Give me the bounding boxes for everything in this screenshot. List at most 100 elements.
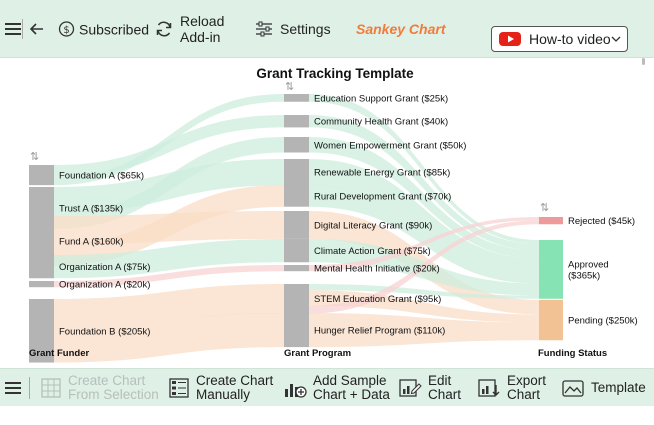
- edit-chart-button[interactable]: Edit Chart: [398, 369, 461, 407]
- status-node: [539, 217, 563, 225]
- add-sample-chart-data-button[interactable]: Add Sample Chart + Data: [283, 369, 390, 407]
- template-label: Template: [591, 380, 646, 395]
- program-label: Education Support Grant ($25k): [314, 93, 448, 104]
- sankey-link-funder-program: [54, 313, 284, 363]
- youtube-icon: [499, 31, 521, 47]
- howto-video-dropdown[interactable]: How-to video: [491, 26, 628, 52]
- funder-node: [29, 165, 54, 186]
- status-label: Approved: [568, 259, 609, 270]
- subscribed-button[interactable]: $ Subscribed: [58, 21, 149, 38]
- sankey-links: [54, 94, 539, 363]
- sankey-link-program-status: [309, 185, 539, 284]
- program-node: [284, 265, 309, 272]
- template-icon: [561, 377, 585, 399]
- program-node: [284, 185, 309, 207]
- top-toolbar: $ Subscribed Reload Add-in Settings Sank…: [0, 0, 654, 58]
- program-node: [284, 115, 309, 128]
- sankey-link-funder-program: [54, 185, 284, 266]
- sankey-link-program-status: [309, 313, 539, 348]
- brand-title: Sankey Chart: [356, 21, 446, 37]
- funder-label: Fund A ($160k): [59, 236, 123, 247]
- sankey-labels: Foundation A ($65k) Trust A ($135k) Fund A…: [29, 80, 638, 359]
- program-label: Community Health Grant ($40k): [314, 117, 448, 128]
- funder-label: Foundation B ($205k): [59, 326, 150, 337]
- create-from-selection-line2: From Selection: [68, 387, 159, 402]
- sankey-link-program-status: [309, 220, 539, 314]
- reload-label-line2: Add-in: [180, 29, 221, 45]
- program-node: [284, 94, 309, 102]
- create-chart-manually-button[interactable]: Create Chart Manually: [168, 369, 273, 407]
- sankey-link-funder-program: [54, 137, 284, 229]
- scrollbar[interactable]: [642, 58, 645, 65]
- bottom-divider: [29, 377, 30, 399]
- column-title: Grant Funder: [29, 348, 89, 359]
- sort-arrows-icon: ⇅: [285, 80, 294, 93]
- funder-label: Foundation A ($65k): [59, 171, 144, 182]
- reload-label-line1: Reload: [180, 13, 225, 29]
- reload-icon: [154, 20, 174, 38]
- chart-area: Grant Tracking Template Foundation A ($6…: [0, 58, 654, 368]
- table-select-icon: [40, 377, 62, 399]
- create-manually-line1: Create Chart: [196, 373, 274, 388]
- sort-arrows-icon: ⇅: [540, 201, 549, 214]
- export-chart-line2: Chart: [507, 387, 541, 402]
- reload-addin-button[interactable]: Reload Add-in: [154, 13, 224, 45]
- export-chart-line1: Export: [507, 373, 547, 388]
- edit-chart-icon: [398, 377, 422, 399]
- status-node: [539, 300, 563, 341]
- program-label: Women Empowerment Grant ($50k): [314, 140, 466, 151]
- funder-label: Trust A ($135k): [59, 203, 123, 214]
- howto-video-label: How-to video: [529, 31, 611, 47]
- create-manually-line2: Manually: [196, 387, 251, 402]
- program-label: Mental Health Initiative ($20k): [314, 264, 440, 275]
- funder-node: [29, 255, 54, 279]
- subscribed-label: Subscribed: [79, 21, 150, 37]
- funder-label: Organization A ($75k): [59, 262, 150, 273]
- bottom-toolbar: Create Chart From Selection Create Chart…: [0, 368, 654, 406]
- add-sample-line1: Add Sample: [313, 373, 387, 388]
- template-button[interactable]: Template: [561, 369, 646, 407]
- sankey-link-program-status: [309, 115, 539, 251]
- sliders-icon: [254, 20, 274, 38]
- program-label: STEM Education Grant ($95k): [314, 294, 441, 305]
- sort-arrows-icon: ⇅: [30, 150, 39, 163]
- funder-label: Organization A ($20k): [59, 280, 150, 291]
- back-arrow-icon[interactable]: [28, 21, 46, 37]
- sankey-link-funder-program: [54, 94, 284, 186]
- column-title: Funding Status: [538, 348, 607, 359]
- sankey-link-program-status: [309, 137, 539, 259]
- sankey-link-program-status: [309, 94, 539, 245]
- create-chart-from-selection-button[interactable]: Create Chart From Selection: [40, 369, 159, 407]
- settings-button[interactable]: Settings: [254, 20, 331, 38]
- edit-chart-line1: Edit: [428, 373, 452, 388]
- funder-node: [29, 281, 54, 288]
- status-label: Pending ($250k): [568, 316, 638, 327]
- sankey-link-funder-program: [54, 284, 284, 329]
- add-sample-icon: [283, 377, 307, 399]
- list-table-icon: [168, 377, 190, 399]
- program-node: [284, 137, 309, 153]
- dollar-circle-icon: $: [58, 21, 75, 38]
- program-node: [284, 239, 309, 263]
- svg-text:$: $: [63, 25, 69, 36]
- toolbar-divider: [22, 19, 23, 39]
- sankey-link-program-status: [309, 284, 539, 299]
- export-icon: [477, 377, 501, 399]
- program-label: Hunger Relief Program ($110k): [314, 326, 445, 337]
- export-chart-button[interactable]: Export Chart: [477, 369, 546, 407]
- sankey-link-funder-program: [54, 265, 284, 288]
- menu-icon[interactable]: [4, 21, 22, 37]
- status-label-value: ($365k): [568, 270, 600, 281]
- bottom-menu-icon[interactable]: [4, 369, 22, 407]
- chart-title: Grant Tracking Template: [256, 66, 414, 81]
- sankey-chart: Foundation A ($65k) Trust A ($135k) Fund A…: [29, 80, 638, 363]
- program-label: Climate Action Grant ($75k): [314, 246, 431, 257]
- program-node: [284, 211, 309, 239]
- settings-label: Settings: [280, 21, 331, 37]
- add-sample-line2: Chart + Data: [313, 387, 390, 402]
- sankey-link-program-status: [309, 159, 539, 273]
- sankey-link-program-status: [309, 217, 539, 272]
- program-label: Renewable Energy Grant ($85k): [314, 168, 450, 179]
- program-node: [284, 313, 309, 348]
- column-title: Grant Program: [284, 348, 351, 359]
